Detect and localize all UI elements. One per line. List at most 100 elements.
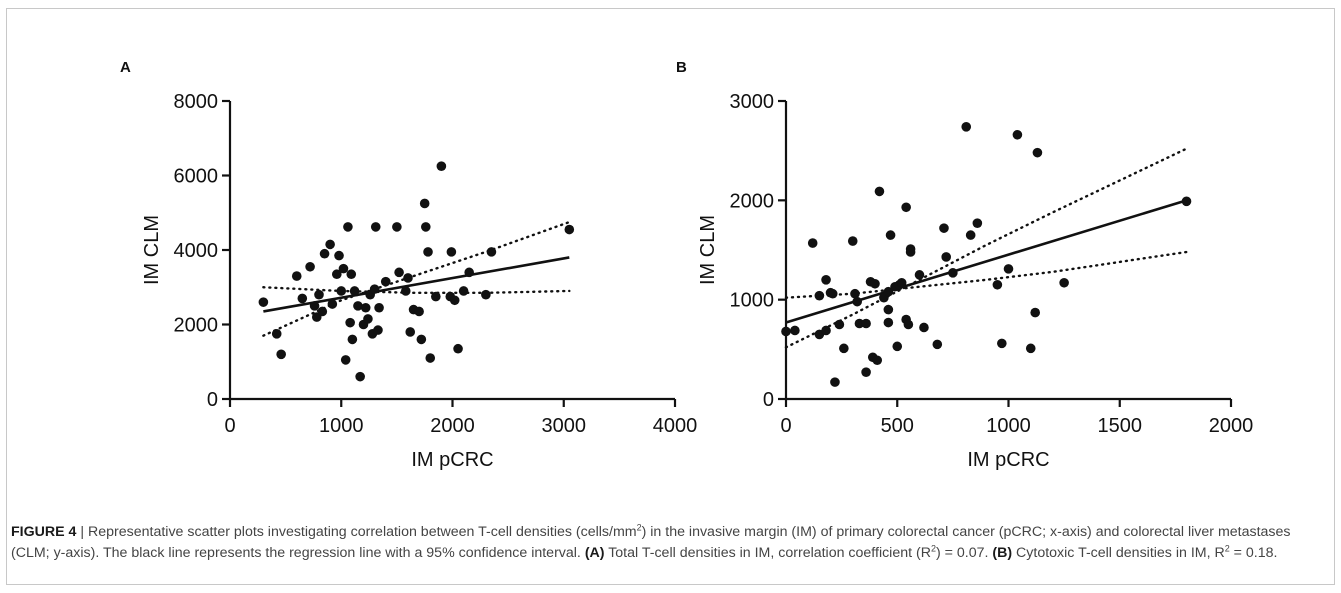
chart-a-data-point xyxy=(394,267,404,278)
chart-a-data-point xyxy=(363,314,373,324)
chart-a-data-point xyxy=(419,198,430,209)
chart-a-x-tick-label: 3000 xyxy=(542,415,587,437)
chart-a-data-point xyxy=(353,301,363,311)
chart-b-data-point xyxy=(852,296,862,307)
chart-b-x-tick-label: 2000 xyxy=(1209,415,1254,437)
chart-a-data-point xyxy=(380,276,391,287)
chart-a-data-point xyxy=(446,247,457,257)
chart-b-data-point xyxy=(914,270,925,280)
chart-b-data-point xyxy=(1025,343,1036,354)
chart-b-x-tick-label: 500 xyxy=(881,415,914,437)
chart-a-data-point xyxy=(400,286,411,296)
chart-b-data-point xyxy=(965,230,976,240)
chart-a-y-tick-label: 4000 xyxy=(174,240,219,262)
chart-a-x-tick-label: 1000 xyxy=(319,415,364,437)
chart-b: B 0 1000 2000 3000 0 500 1000 1500 2000 IM pCRC IM … xyxy=(676,59,1253,471)
chart-b-y-tick-label: 3000 xyxy=(730,91,775,113)
chart-a-data-point xyxy=(297,293,308,304)
chart-b-data-point xyxy=(821,275,831,285)
figure-charts: A 0 2000 4000 6000 8000 0 1000 2000 3000 4000 IM pC… xyxy=(120,59,1253,471)
chart-b-ci-lower-band xyxy=(784,250,1188,299)
figure-label: FIGURE 4 xyxy=(11,524,77,540)
chart-a-data-point xyxy=(332,269,342,280)
caption-ref-a: (A) xyxy=(584,545,605,561)
chart-a-y-axis-label: IM CLM xyxy=(141,215,163,285)
chart-a-data-point xyxy=(370,222,381,232)
chart-b-data-point xyxy=(839,343,849,354)
figure-caption: FIGURE 4 | Representative scatter plots … xyxy=(11,522,1331,564)
chart-b-data-point xyxy=(905,247,916,257)
chart-a-data-point xyxy=(317,306,328,317)
chart-a-data-point xyxy=(369,284,380,294)
chart-a-data-point xyxy=(405,327,416,337)
chart-b-y-tick-label: 1000 xyxy=(730,290,775,312)
chart-b-data-point xyxy=(850,288,860,299)
chart-b-data-point xyxy=(901,202,911,213)
chart-b-y-axis-label: IM CLM xyxy=(697,215,719,285)
chart-b-data-point xyxy=(781,326,791,337)
chart-b-data-point xyxy=(790,325,800,336)
chart-a-data-point xyxy=(325,239,335,250)
chart-a-x-tick-label: 2000 xyxy=(430,415,475,437)
chart-a-data-point xyxy=(347,334,358,345)
chart-a-data-point xyxy=(305,261,315,272)
chart-a-data-point xyxy=(334,250,344,261)
chart-b-data-point xyxy=(830,377,840,387)
chart-a-data-point xyxy=(340,355,351,365)
chart-a-data-point xyxy=(564,224,575,235)
chart-a-data-point xyxy=(291,271,302,281)
chart-a: A 0 2000 4000 6000 8000 0 1000 2000 3000 4000 IM pC… xyxy=(120,59,697,471)
caption-sup-1: 2 xyxy=(636,522,642,533)
chart-a-data-point xyxy=(346,269,357,280)
chart-a-data-point xyxy=(436,161,447,171)
caption-ref-b: (B) xyxy=(992,545,1013,561)
chart-a-y-tick-label: 8000 xyxy=(174,91,219,113)
chart-b-x-tick-label: 1500 xyxy=(1098,415,1143,437)
chart-a-data-point xyxy=(481,289,491,300)
chart-a-data-point xyxy=(271,329,282,339)
chart-a-data-point xyxy=(343,222,353,232)
chart-b-data-point xyxy=(807,238,818,248)
caption-sup-3: 2 xyxy=(1224,543,1230,554)
chart-b-data-point xyxy=(941,252,951,262)
chart-b-data-point xyxy=(896,277,907,288)
chart-a-data-point xyxy=(258,297,269,307)
chart-a-y-tick-label: 2000 xyxy=(174,315,219,337)
chart-b-data-point xyxy=(1030,307,1040,318)
chart-b-data-point xyxy=(874,186,885,197)
chart-b-data-point xyxy=(821,325,831,336)
chart-a-ci-lower-band xyxy=(262,286,571,295)
chart-b-data-point xyxy=(883,317,894,328)
chart-a-data-point xyxy=(425,353,436,363)
chart-a-data-point xyxy=(373,325,383,335)
chart-a-data-point xyxy=(423,247,433,257)
chart-a-data-point xyxy=(464,267,474,278)
chart-a-data-point xyxy=(336,286,347,296)
chart-a-data-point xyxy=(414,306,424,317)
caption-text-4: ) = 0.07. xyxy=(936,545,993,561)
chart-b-y-tick-label: 2000 xyxy=(730,190,775,212)
chart-b-x-tick-label: 0 xyxy=(780,415,791,437)
chart-a-data-point xyxy=(349,286,360,296)
chart-b-ci-upper-band xyxy=(784,147,1188,349)
chart-b-x-axis-label: IM pCRC xyxy=(967,449,1049,471)
chart-b-data-point xyxy=(861,367,871,377)
chart-a-data-point xyxy=(374,302,384,313)
chart-b-data-point xyxy=(814,290,825,301)
chart-b-data-point xyxy=(1012,129,1023,140)
chart-a-data-point xyxy=(421,222,431,232)
chart-b-data-point xyxy=(827,288,838,299)
chart-b-data-point xyxy=(1003,264,1014,274)
chart-b-data-point xyxy=(919,322,929,333)
caption-text-5: Cytotoxic T-cell densities in IM, R xyxy=(1012,545,1225,561)
chart-b-data-point xyxy=(1032,147,1043,158)
chart-a-data-point xyxy=(360,302,371,313)
chart-a-data-point xyxy=(392,222,402,232)
caption-text-2: ) in the invasive margin (IM) of primary… xyxy=(11,524,1291,561)
caption-separator: | xyxy=(76,524,89,540)
chart-a-x-axis-label: IM pCRC xyxy=(411,449,493,471)
chart-a-data-point xyxy=(486,247,497,257)
caption-sup-2: 2 xyxy=(930,543,936,554)
chart-a-x-tick-label: 0 xyxy=(224,415,235,437)
chart-a-y-tick-label: 0 xyxy=(207,389,218,411)
